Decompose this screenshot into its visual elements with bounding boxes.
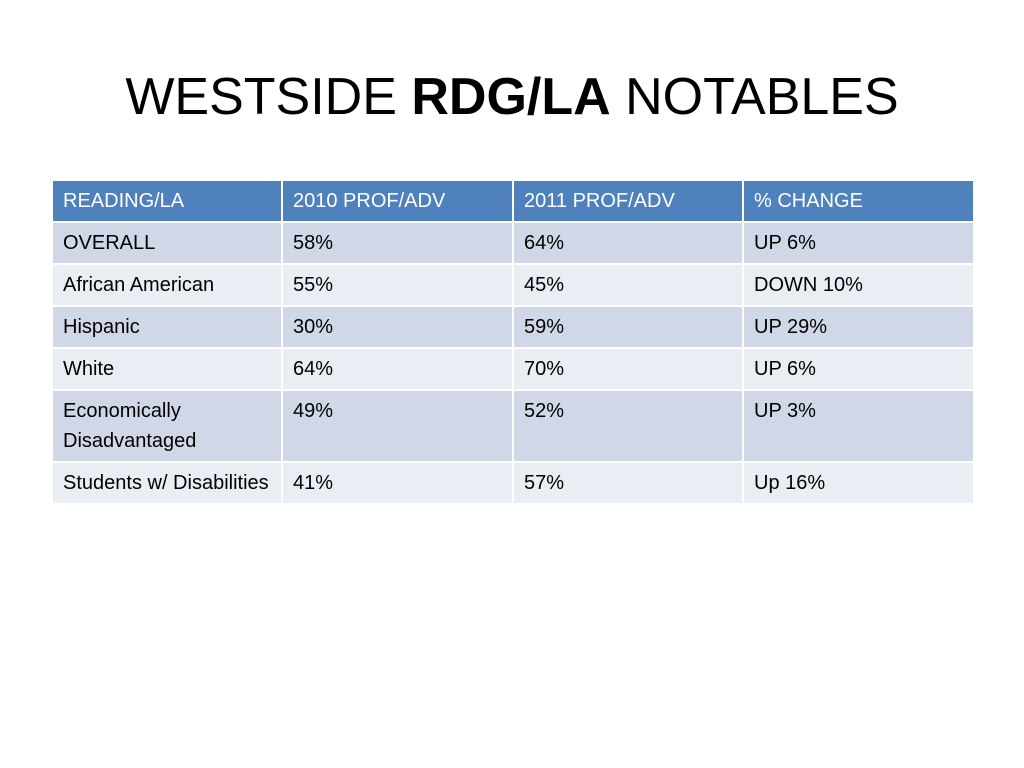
table-cell-change: DOWN 10%: [742, 263, 975, 307]
table-body: OVERALL 58% 64% UP 6% African American 5…: [51, 221, 975, 505]
title-text-bold: RDG/LA: [411, 68, 611, 126]
title-text-regular-end: NOTABLES: [610, 68, 899, 126]
table-cell-2011: 57%: [512, 461, 744, 505]
slide-title: WESTSIDE RDG/LA NOTABLES: [0, 62, 1024, 132]
notables-table: READING/LA 2010 PROF/ADV 2011 PROF/ADV %…: [51, 179, 975, 505]
table-row: Students w/ Disabilities 41% 57% Up 16%: [51, 461, 975, 505]
table-cell-2011: 64%: [512, 221, 744, 265]
table-cell-change: UP 6%: [742, 347, 975, 391]
header-row: READING/LA 2010 PROF/ADV 2011 PROF/ADV %…: [51, 179, 975, 223]
table-cell-group: Hispanic: [51, 305, 283, 349]
table-cell-2010: 49%: [281, 389, 514, 463]
table-row: African American 55% 45% DOWN 10%: [51, 263, 975, 307]
table-cell-2011: 70%: [512, 347, 744, 391]
table-cell-2010: 58%: [281, 221, 514, 265]
table-cell-change: UP 29%: [742, 305, 975, 349]
table-cell-2011: 52%: [512, 389, 744, 463]
table-cell-2010: 41%: [281, 461, 514, 505]
header-cell-2011-prof-adv: 2011 PROF/ADV: [512, 179, 744, 223]
table-header: READING/LA 2010 PROF/ADV 2011 PROF/ADV %…: [51, 179, 975, 223]
table-cell-group: Students w/ Disabilities: [51, 461, 283, 505]
table-cell-2010: 55%: [281, 263, 514, 307]
table-cell-2011: 45%: [512, 263, 744, 307]
table-row: Hispanic 30% 59% UP 29%: [51, 305, 975, 349]
header-cell-2010-prof-adv: 2010 PROF/ADV: [281, 179, 514, 223]
table-row: OVERALL 58% 64% UP 6%: [51, 221, 975, 265]
header-cell-reading-la: READING/LA: [51, 179, 283, 223]
table-row: White 64% 70% UP 6%: [51, 347, 975, 391]
table-cell-change: UP 6%: [742, 221, 975, 265]
table-cell-change: Up 16%: [742, 461, 975, 505]
header-cell-percent-change: % CHANGE: [742, 179, 975, 223]
table-cell-group: African American: [51, 263, 283, 307]
table-cell-group: White: [51, 347, 283, 391]
table-cell-group: Economically Disadvantaged: [51, 389, 283, 463]
title-text-regular: WESTSIDE: [125, 68, 412, 126]
table-cell-group: OVERALL: [51, 221, 283, 265]
table-cell-2010: 64%: [281, 347, 514, 391]
table-row: Economically Disadvantaged 49% 52% UP 3%: [51, 389, 975, 463]
table-cell-change: UP 3%: [742, 389, 975, 463]
table-cell-2011: 59%: [512, 305, 744, 349]
table-cell-2010: 30%: [281, 305, 514, 349]
